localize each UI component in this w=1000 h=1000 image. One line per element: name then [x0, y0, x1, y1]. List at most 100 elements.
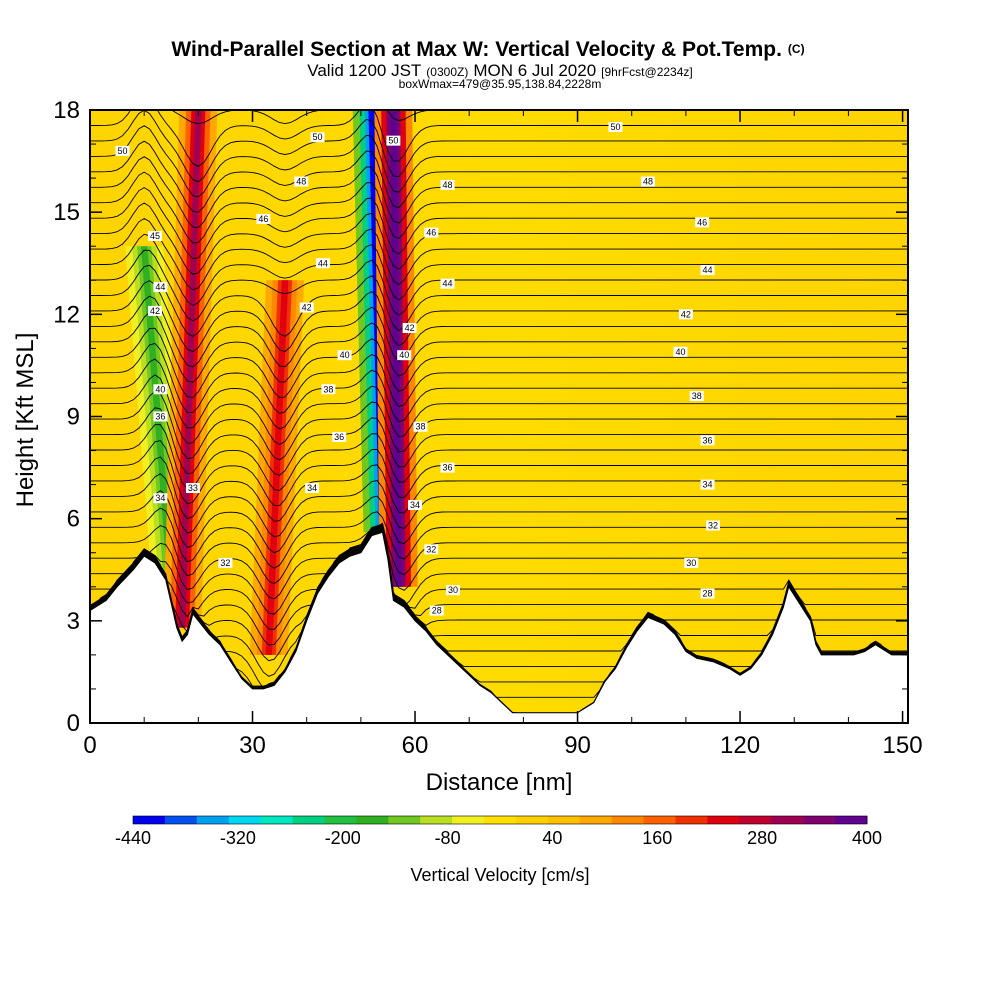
contour-labels: 50 50 50 50 48 48 48 46 46 46 45 44 44 44 44 42 42 42 42 40…	[115, 122, 720, 616]
terrain-mask	[90, 531, 908, 723]
colorbar-tick-2: -200	[325, 828, 361, 848]
y-tick-label-6: 18	[53, 97, 80, 124]
plot-area: 50 50 50 50 48 48 48 46 46 46 45 44 44 44 44 42 42 42 42 40…	[53, 97, 923, 759]
contour-label-bg-39	[684, 557, 699, 568]
theta-contour-37	[90, 110, 908, 183]
contour-label-18: 42	[681, 309, 691, 319]
theta-contour-7	[90, 525, 908, 646]
x-tick-label-5: 150	[883, 732, 923, 759]
y-tick-label-4: 12	[53, 301, 80, 328]
contour-label-16: 42	[302, 303, 312, 313]
chart-subtitle: Valid 1200 JST (0300Z) MON 6 Jul 2020 [9hrF…	[307, 61, 692, 80]
theta-contour-27	[90, 264, 908, 337]
theta-contour-33	[90, 171, 908, 244]
contour-label-bg-41	[700, 588, 715, 599]
theta-contour-32	[90, 187, 908, 260]
theta-contour-15	[90, 456, 908, 522]
subtitle-date: MON 6 Jul 2020	[473, 61, 596, 80]
contour-label-bg-9	[695, 217, 710, 228]
theta-contour-17	[90, 424, 908, 491]
contour-label-9: 46	[697, 217, 707, 227]
theta-contours	[90, 110, 908, 714]
contour-label-32: 34	[410, 500, 420, 510]
theta-contour-35	[90, 140, 908, 213]
theta-contour-4	[90, 528, 908, 690]
theta-contour-36	[90, 125, 908, 198]
contour-label-bg-1	[310, 132, 325, 143]
colorbar-swatch-3	[228, 816, 262, 824]
theta-contour-19	[90, 390, 908, 461]
contour-label-1: 50	[313, 132, 323, 142]
y-tick-label-2: 6	[67, 506, 80, 533]
colorbar-swatch-15	[611, 816, 645, 824]
theta-contour-39	[90, 110, 908, 125]
contour-label-bg-23	[321, 384, 336, 395]
contour-label-10: 45	[150, 231, 160, 241]
contour-label-26: 36	[155, 412, 165, 422]
colorbar-tick-4: 40	[542, 828, 562, 848]
theta-contour-11	[90, 522, 908, 585]
contour-label-bg-16	[299, 302, 314, 313]
colorbar-swatch-6	[324, 816, 357, 824]
theta-contour-25	[90, 295, 908, 368]
contour-label-5: 48	[443, 180, 453, 190]
contour-label-29: 36	[703, 435, 713, 445]
subtitle-zulu: (0300Z)	[426, 65, 468, 79]
contour-label-bg-32	[408, 500, 423, 511]
x-tick-label-3: 90	[564, 732, 591, 759]
colorbar-tick-0: -440	[115, 828, 151, 848]
theta-contour-26	[90, 280, 908, 353]
colorbar-swatch-5	[292, 816, 325, 824]
contour-label-bg-26	[153, 411, 168, 422]
contour-label-bg-15	[148, 305, 163, 316]
colorbar-swatch-14	[579, 816, 613, 824]
contour-label-bg-28	[440, 462, 455, 473]
theta-contour-30	[90, 217, 908, 291]
updraft-band-1-layer-3	[265, 280, 289, 655]
x-tick-label-1: 30	[239, 732, 266, 759]
contour-label-6: 48	[643, 177, 653, 187]
colorbar-swatch-22	[835, 816, 868, 824]
contour-label-bg-30	[153, 493, 168, 504]
y-tick-label-5: 15	[53, 199, 80, 226]
contour-label-12: 44	[443, 279, 453, 289]
colorbar-tick-7: 400	[852, 828, 882, 848]
contour-label-8: 46	[426, 228, 436, 238]
theta-contour-23	[90, 327, 908, 399]
colorbar-swatch-0	[133, 816, 166, 824]
theta-contour-34	[90, 156, 908, 228]
contour-label-bg-34	[185, 483, 200, 494]
contour-label-36: 32	[426, 544, 436, 554]
subtitle-valid: Valid 1200 JST	[307, 61, 421, 80]
colorbar-tick-1: -320	[220, 828, 256, 848]
colorbar-swatch-9	[420, 816, 453, 824]
contour-label-33: 34	[703, 480, 713, 490]
contour-label-25: 38	[692, 391, 702, 401]
contour-label-bg-10	[148, 231, 163, 242]
colorbar-tick-6: 280	[747, 828, 777, 848]
theta-contour-18	[90, 407, 908, 476]
contour-label-20: 40	[340, 350, 350, 360]
colorbar-tick-5: 160	[642, 828, 672, 848]
theta-contour-16	[90, 440, 908, 507]
colorbar-swatch-21	[803, 816, 836, 824]
colorbar-swatch-13	[547, 816, 581, 824]
x-tick-label-4: 120	[720, 732, 760, 759]
contour-label-28: 36	[443, 463, 453, 473]
contour-label-7: 46	[258, 214, 268, 224]
contour-label-15: 42	[150, 306, 160, 316]
theta-contour-13	[90, 490, 908, 554]
colorbar-swatch-1	[164, 816, 198, 824]
contour-label-14: 44	[155, 282, 165, 292]
contour-label-4: 48	[296, 177, 306, 187]
contour-label-bg-6	[640, 176, 655, 187]
theta-contour-9	[90, 524, 908, 615]
contour-label-bg-37	[705, 520, 720, 531]
contour-label-3: 50	[610, 122, 620, 132]
contour-label-bg-12	[440, 278, 455, 289]
x-tick-label-2: 60	[402, 732, 429, 759]
colorbar-label: Vertical Velocity [cm/s]	[410, 865, 589, 885]
contour-label-2: 50	[388, 136, 398, 146]
contour-label-bg-35	[218, 557, 233, 568]
